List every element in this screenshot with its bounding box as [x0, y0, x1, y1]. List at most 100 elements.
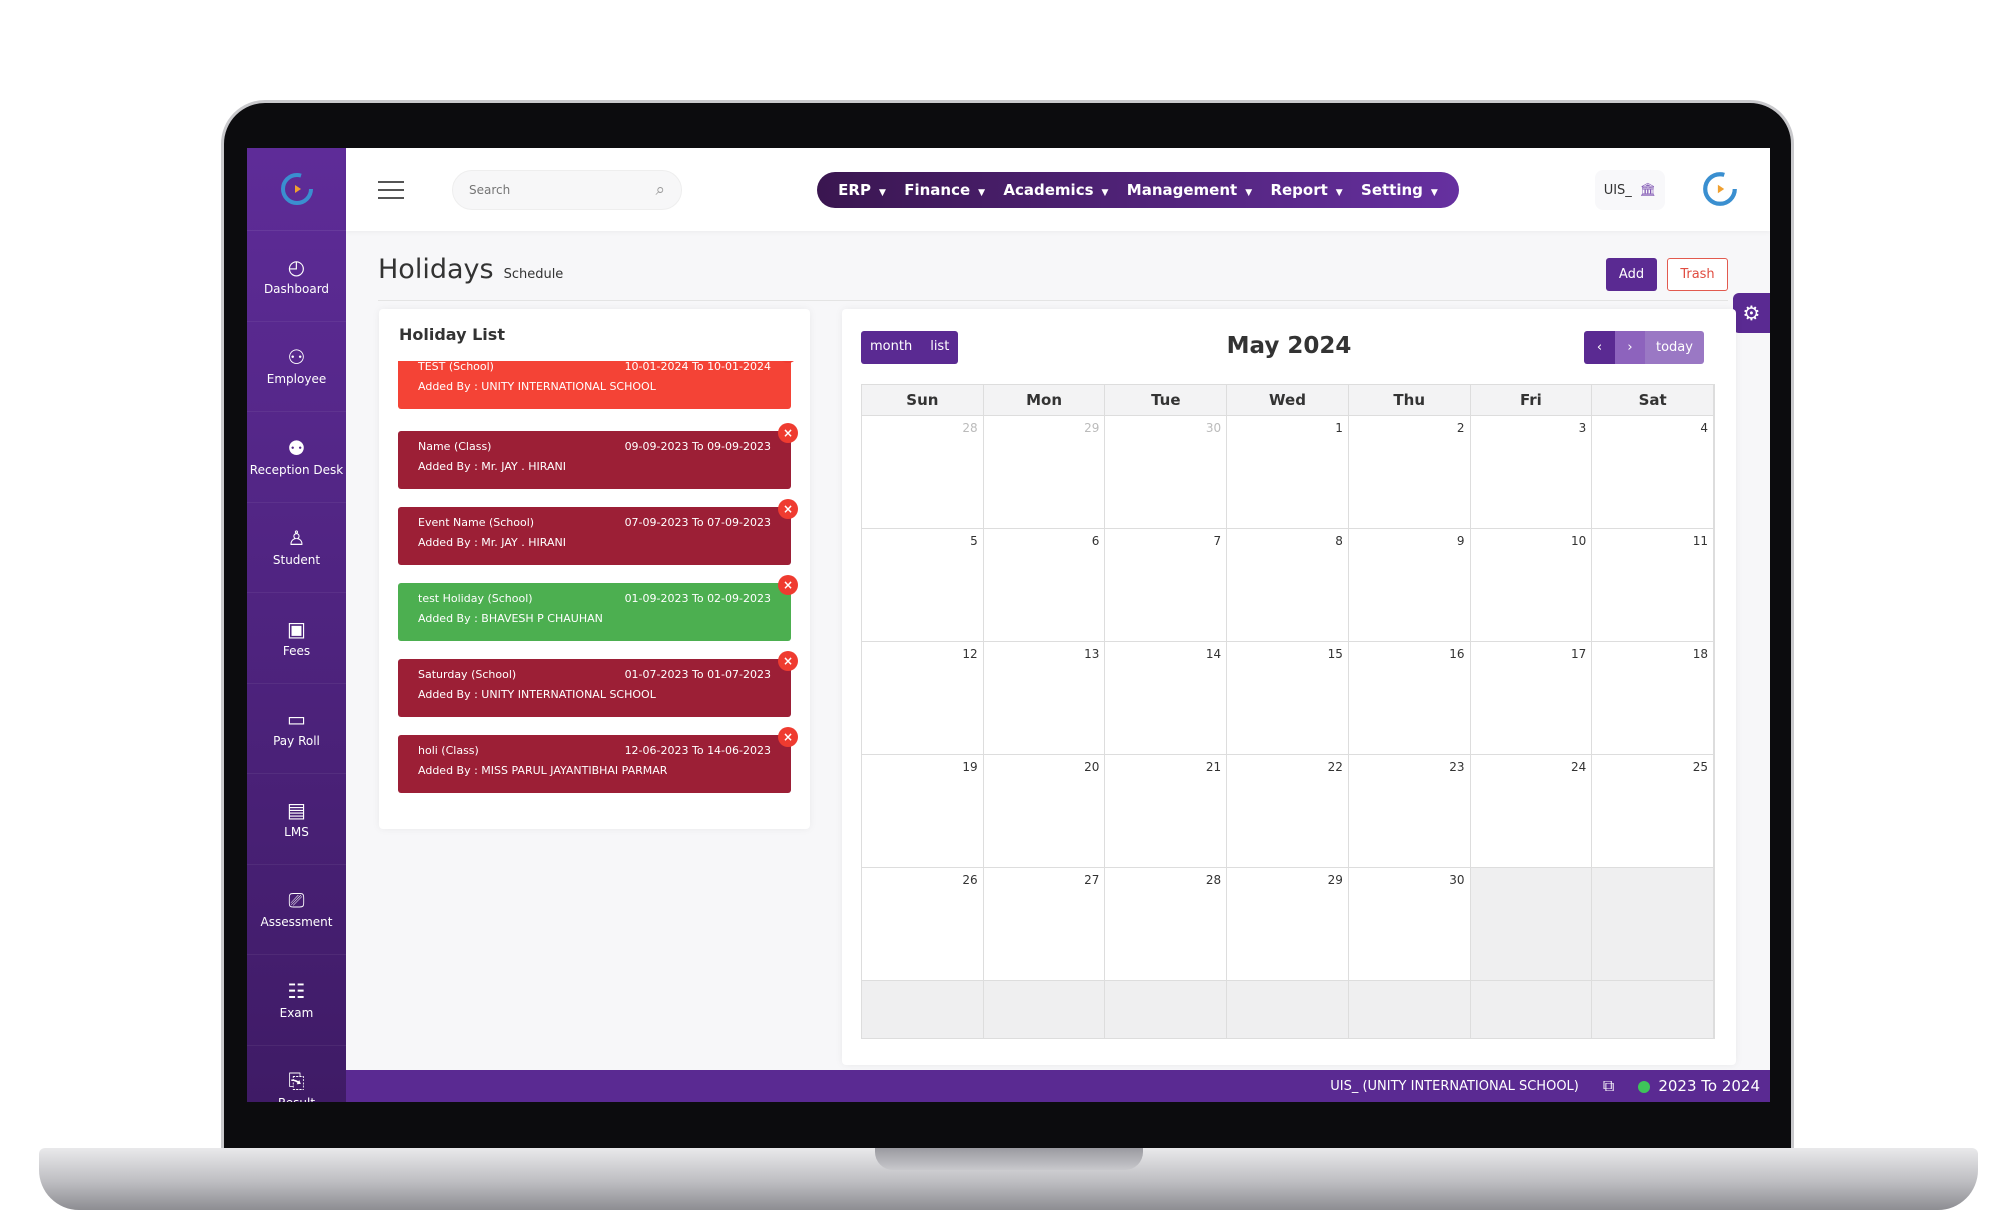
sidebar-item-exam[interactable]: ☷ Exam [247, 955, 346, 1046]
search-input[interactable] [469, 183, 656, 197]
holiday-card[interactable]: test Holiday (School) 01-09-2023 To 02-09… [398, 575, 798, 641]
calendar-day[interactable]: 30 [1349, 868, 1471, 980]
calendar-day[interactable] [1105, 981, 1228, 1038]
calendar-day[interactable]: 5 [862, 529, 984, 641]
calendar-day[interactable] [1227, 981, 1349, 1038]
calendar-day[interactable] [1470, 981, 1593, 1038]
calendar-day[interactable]: 17 [1471, 642, 1593, 754]
menu-toggle-icon[interactable] [378, 181, 404, 199]
holiday-card[interactable]: Saturday (School) 01-07-2023 To 01-07-202… [398, 651, 798, 717]
calendar-day[interactable]: 22 [1227, 755, 1349, 867]
holiday-list[interactable]: TEST (School) 10-01-2024 To 10-01-2024 Add… [379, 361, 810, 829]
calendar-day[interactable]: 4 [1592, 416, 1714, 528]
calendar-day[interactable]: 16 [1349, 642, 1471, 754]
add-button[interactable]: Add [1606, 258, 1657, 291]
calendar-day[interactable] [862, 981, 984, 1038]
next-month-button[interactable]: › [1615, 331, 1645, 364]
calendar-day[interactable] [1348, 981, 1471, 1038]
calendar-day[interactable]: 25 [1592, 755, 1714, 867]
today-button[interactable]: today [1645, 331, 1704, 364]
sidebar-item-pay-roll[interactable]: ▭ Pay Roll [247, 684, 346, 774]
holiday-added-by: Added By : Mr. JAY . HIRANI [418, 536, 566, 549]
calendar-day[interactable]: 29 [1227, 868, 1349, 980]
sidebar-item-assessment[interactable]: ⎚ Assessment [247, 865, 346, 955]
calendar-day[interactable] [1470, 868, 1593, 980]
holiday-added-by: Added By : BHAVESH P CHAUHAN [418, 612, 603, 625]
profile-logo[interactable] [1701, 170, 1739, 212]
calendar-day[interactable]: 28 [1105, 868, 1228, 980]
trash-button[interactable]: Trash [1667, 258, 1728, 291]
calendar-day[interactable]: 15 [1227, 642, 1349, 754]
sidebar-item-reception-desk[interactable]: ⚉ Reception Desk [247, 412, 346, 503]
calendar-day[interactable]: 14 [1105, 642, 1228, 754]
nav-menu-finance[interactable]: Finance ▼ [904, 181, 985, 199]
divider [378, 300, 1728, 301]
calendar-day[interactable]: 9 [1349, 529, 1471, 641]
prev-month-button[interactable]: ‹ [1584, 331, 1615, 364]
calendar-day[interactable]: 24 [1471, 755, 1593, 867]
session-settings-icon[interactable]: ⧉ [1602, 1076, 1615, 1095]
holiday-card[interactable]: Name (Class) 09-09-2023 To 09-09-2023 Adde… [398, 423, 798, 489]
session-indicator[interactable]: 2023 To 2024 [1638, 1077, 1760, 1095]
calendar-day[interactable]: 2 [1349, 416, 1471, 528]
calendar-day[interactable]: 29 [984, 416, 1106, 528]
calendar-day[interactable]: 21 [1105, 755, 1228, 867]
list-view-button[interactable]: list [930, 339, 950, 354]
sidebar-item-lms[interactable]: ▤ LMS [247, 774, 346, 865]
delete-holiday-icon[interactable]: × [778, 499, 798, 519]
nav-menu-setting[interactable]: Setting ▼ [1361, 181, 1438, 199]
calendar-day[interactable]: 28 [862, 416, 984, 528]
calendar-day[interactable]: 30 [1105, 416, 1228, 528]
calendar-day[interactable]: 13 [984, 642, 1106, 754]
sidebar-item-student[interactable]: ♙ Student [247, 503, 346, 593]
sidebar-item-label: Reception Desk [249, 462, 344, 477]
holiday-card[interactable]: holi (Class) 12-06-2023 To 14-06-2023 Adde… [398, 727, 798, 793]
school-selector[interactable]: UIS_ 🏛 [1595, 170, 1665, 210]
calendar-week: 26 27 28 29 30 [862, 867, 1714, 980]
calendar-day[interactable]: 10 [1471, 529, 1593, 641]
delete-holiday-icon[interactable]: × [778, 727, 798, 747]
sidebar-item-result[interactable]: ⎘ Result [247, 1046, 346, 1102]
delete-holiday-icon[interactable]: × [778, 361, 798, 363]
calendar-day[interactable]: 18 [1592, 642, 1714, 754]
calendar-panel: month list May 2024 ‹ › today Sun Mon Tue W… [842, 309, 1736, 1065]
calendar-day[interactable]: 6 [984, 529, 1106, 641]
calendar-day[interactable]: 26 [862, 868, 984, 980]
nav-menu-report[interactable]: Report ▼ [1270, 181, 1342, 199]
app-screen: ◴ Dashboard ⚇ Employee ⚉ Reception Desk ♙ Stude… [247, 148, 1770, 1102]
calendar-week: 5 6 7 8 9 10 11 [862, 528, 1714, 641]
calendar-day[interactable]: 8 [1227, 529, 1349, 641]
sidebar-item-dashboard[interactable]: ◴ Dashboard [247, 231, 346, 322]
payroll-icon: ▭ [287, 707, 306, 732]
delete-holiday-icon[interactable]: × [778, 575, 798, 595]
calendar-day[interactable]: 11 [1592, 529, 1714, 641]
app-logo[interactable] [247, 148, 346, 231]
calendar-day[interactable]: 20 [984, 755, 1106, 867]
calendar-day[interactable]: 12 [862, 642, 984, 754]
sidebar-item-fees[interactable]: ▣ Fees [247, 593, 346, 684]
delete-holiday-icon[interactable]: × [778, 423, 798, 443]
search-icon[interactable]: ⌕ [655, 180, 665, 200]
nav-label: ERP [838, 181, 871, 199]
nav-menu-erp[interactable]: ERP ▼ [838, 181, 886, 199]
calendar-day[interactable]: 23 [1349, 755, 1471, 867]
calendar-day[interactable]: 3 [1471, 416, 1593, 528]
calendar-week: 12 13 14 15 16 17 18 [862, 641, 1714, 754]
holiday-card[interactable]: Event Name (School) 07-09-2023 To 07-09-2… [398, 499, 798, 565]
calendar-day[interactable]: 7 [1105, 529, 1228, 641]
holiday-name: test Holiday (School) [418, 592, 533, 605]
calendar-day[interactable] [1592, 868, 1714, 980]
month-view-button[interactable]: month [870, 339, 913, 354]
nav-menu-academics[interactable]: Academics ▼ [1003, 181, 1108, 199]
calendar-day[interactable]: 27 [984, 868, 1106, 980]
nav-menu-management[interactable]: Management ▼ [1127, 181, 1252, 199]
delete-holiday-icon[interactable]: × [778, 651, 798, 671]
settings-gear-icon[interactable]: ⚙ [1733, 293, 1770, 333]
calendar-day[interactable]: 1 [1227, 416, 1349, 528]
holiday-card[interactable]: TEST (School) 10-01-2024 To 10-01-2024 Add… [398, 361, 798, 409]
calendar-day[interactable]: 19 [862, 755, 984, 867]
calendar-day[interactable] [983, 981, 1106, 1038]
caret-down-icon: ▼ [1430, 188, 1438, 198]
sidebar-item-employee[interactable]: ⚇ Employee [247, 322, 346, 412]
calendar-day[interactable] [1592, 981, 1714, 1038]
